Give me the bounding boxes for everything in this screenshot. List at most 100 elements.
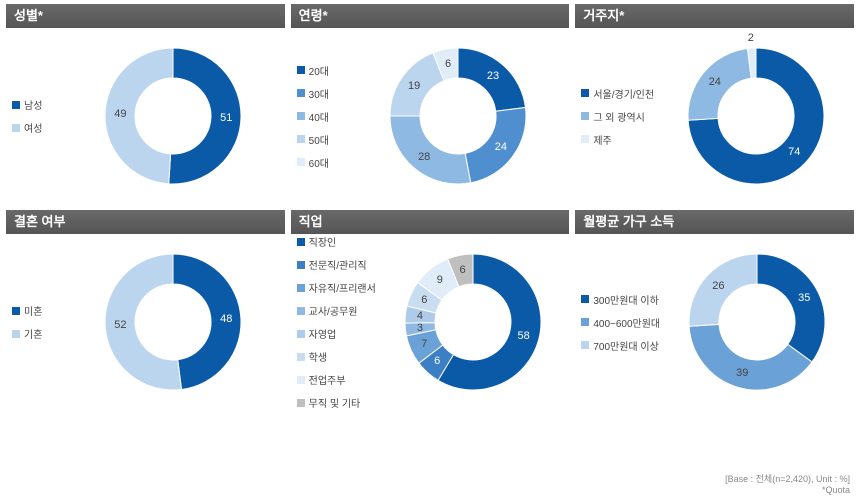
panel-body: 20대 30대 40대 50대 60대 232428196 bbox=[291, 28, 570, 204]
legend-item: 60대 bbox=[297, 155, 347, 170]
donut-slice bbox=[173, 254, 241, 389]
legend-item: 40대 bbox=[297, 109, 347, 124]
legend-item: 여성 bbox=[12, 120, 62, 135]
legend-label: 무직 및 기타 bbox=[309, 395, 361, 410]
panel-body: 미혼기혼 4852 bbox=[6, 234, 285, 410]
panel: 성별*남성여성5149 bbox=[6, 4, 285, 204]
legend-item: 자유직/프리랜서 bbox=[297, 280, 376, 295]
legend-label: 자유직/프리랜서 bbox=[309, 280, 376, 295]
panel: 결혼 여부미혼기혼4852 bbox=[6, 210, 285, 410]
legend-item: 전업주부 bbox=[297, 372, 376, 387]
donut-wrap: 4852 bbox=[62, 252, 285, 392]
legend-item: 제주 bbox=[581, 132, 657, 147]
legend-label: 전문직/관리직 bbox=[309, 257, 367, 272]
donut-wrap: 74242 bbox=[657, 46, 854, 186]
legend-label: 60대 bbox=[309, 155, 329, 170]
legend-swatch bbox=[581, 89, 589, 97]
legend-label: 남성 bbox=[24, 97, 42, 112]
legend-label: 제주 bbox=[593, 132, 611, 147]
legend-item: 그 외 광역시 bbox=[581, 109, 657, 124]
legend-swatch bbox=[297, 112, 305, 120]
legend-item: 400~600만원대 bbox=[581, 315, 660, 330]
donut-chart: 353926 bbox=[687, 252, 827, 392]
legend-label: 여성 bbox=[24, 120, 42, 135]
panel: 직업직장인전문직/관리직자유직/프리랜서교사/공무원자영업학생전업주부무직 및 … bbox=[291, 210, 570, 410]
legend-item: 20대 bbox=[297, 63, 347, 78]
donut-wrap: 5149 bbox=[62, 46, 285, 186]
panel: 연령* 20대 30대 40대 50대 60대 232428196 bbox=[291, 4, 570, 204]
legend-label: 700만원대 이상 bbox=[593, 338, 658, 353]
legend-label: 300만원대 이하 bbox=[593, 292, 658, 307]
legend-item: 300만원대 이하 bbox=[581, 292, 660, 307]
donut-slice bbox=[458, 48, 525, 111]
legend-label: 교사/공무원 bbox=[309, 303, 358, 318]
donut-wrap: 586734696 bbox=[376, 252, 569, 392]
legend-item: 학생 bbox=[297, 349, 376, 364]
chart-legend: 직장인전문직/관리직자유직/프리랜서교사/공무원자영업학생전업주부무직 및 기타 bbox=[291, 234, 376, 410]
legend-label: 그 외 광역시 bbox=[593, 109, 645, 124]
legend-item: 30대 bbox=[297, 86, 347, 101]
donut-wrap: 232428196 bbox=[347, 46, 570, 186]
legend-label: 50대 bbox=[309, 132, 329, 147]
legend-swatch bbox=[581, 112, 589, 120]
legend-swatch bbox=[297, 399, 305, 407]
legend-swatch bbox=[12, 101, 20, 109]
panel-body: 300만원대 이하 400~600만원대 700만원대 이상 353926 bbox=[575, 234, 854, 410]
legend-swatch bbox=[12, 330, 20, 338]
legend-item: 교사/공무원 bbox=[297, 303, 376, 318]
panel-grid: 성별*남성여성5149연령*20대30대40대50대60대232428196거주… bbox=[0, 0, 860, 410]
footnote: [Base : 전체(n=2,420), Unit : %] *Quota bbox=[725, 474, 850, 497]
legend-label: 20대 bbox=[309, 63, 329, 78]
legend-label: 학생 bbox=[309, 349, 327, 364]
legend-swatch bbox=[297, 89, 305, 97]
chart-legend: 300만원대 이하 400~600만원대 700만원대 이상 bbox=[575, 292, 660, 353]
donut-slice bbox=[390, 53, 444, 116]
donut-chart: 586734696 bbox=[403, 252, 543, 392]
panel: 월평균 가구 소득 300만원대 이하 400~600만원대 700만원대 이상 353… bbox=[575, 210, 854, 410]
donut-chart: 74242 bbox=[686, 46, 826, 186]
chart-legend: 서울/경기/인천그 외 광역시제주 bbox=[575, 86, 657, 147]
legend-swatch bbox=[581, 295, 589, 303]
legend-swatch bbox=[297, 353, 305, 361]
legend-label: 전업주부 bbox=[309, 372, 346, 387]
panel-title: 거주지* bbox=[575, 4, 854, 28]
panel-title: 직업 bbox=[291, 210, 570, 234]
legend-item: 무직 및 기타 bbox=[297, 395, 376, 410]
panel-title: 월평균 가구 소득 bbox=[575, 210, 854, 234]
legend-item: 50대 bbox=[297, 132, 347, 147]
legend-label: 30대 bbox=[309, 86, 329, 101]
legend-item: 서울/경기/인천 bbox=[581, 86, 657, 101]
legend-swatch bbox=[12, 124, 20, 132]
legend-label: 직장인 bbox=[309, 234, 337, 249]
donut-slice bbox=[688, 49, 751, 121]
legend-label: 미혼 bbox=[24, 303, 42, 318]
chart-legend: 20대 30대 40대 50대 60대 bbox=[291, 63, 347, 170]
chart-legend: 미혼기혼 bbox=[6, 303, 62, 341]
legend-item: 직장인 bbox=[297, 234, 376, 249]
donut-chart: 4852 bbox=[103, 252, 243, 392]
donut-slice bbox=[689, 254, 757, 326]
legend-item: 700만원대 이상 bbox=[581, 338, 660, 353]
panel: 거주지* 서울/경기/인천그 외 광역시제주 74242 bbox=[575, 4, 854, 204]
legend-label: 400~600만원대 bbox=[593, 315, 660, 330]
legend-item: 전문직/관리직 bbox=[297, 257, 376, 272]
legend-label: 서울/경기/인천 bbox=[593, 86, 654, 101]
donut-chart: 5149 bbox=[103, 46, 243, 186]
panel-title: 연령* bbox=[291, 4, 570, 28]
legend-label: 기혼 bbox=[24, 326, 42, 341]
legend-swatch bbox=[297, 66, 305, 74]
legend-swatch bbox=[581, 135, 589, 143]
legend-swatch bbox=[297, 284, 305, 292]
footnote-line1: [Base : 전체(n=2,420), Unit : %] bbox=[725, 474, 850, 486]
donut-chart: 232428196 bbox=[388, 46, 528, 186]
donut-slice bbox=[757, 254, 825, 362]
legend-item: 기혼 bbox=[12, 326, 62, 341]
legend-swatch bbox=[297, 158, 305, 166]
donut-wrap: 353926 bbox=[660, 252, 854, 392]
slice-value-label: 2 bbox=[748, 32, 754, 44]
legend-swatch bbox=[297, 330, 305, 338]
legend-swatch bbox=[297, 307, 305, 315]
panel-body: 서울/경기/인천그 외 광역시제주 74242 bbox=[575, 28, 854, 204]
donut-slice bbox=[465, 107, 526, 182]
legend-label: 40대 bbox=[309, 109, 329, 124]
